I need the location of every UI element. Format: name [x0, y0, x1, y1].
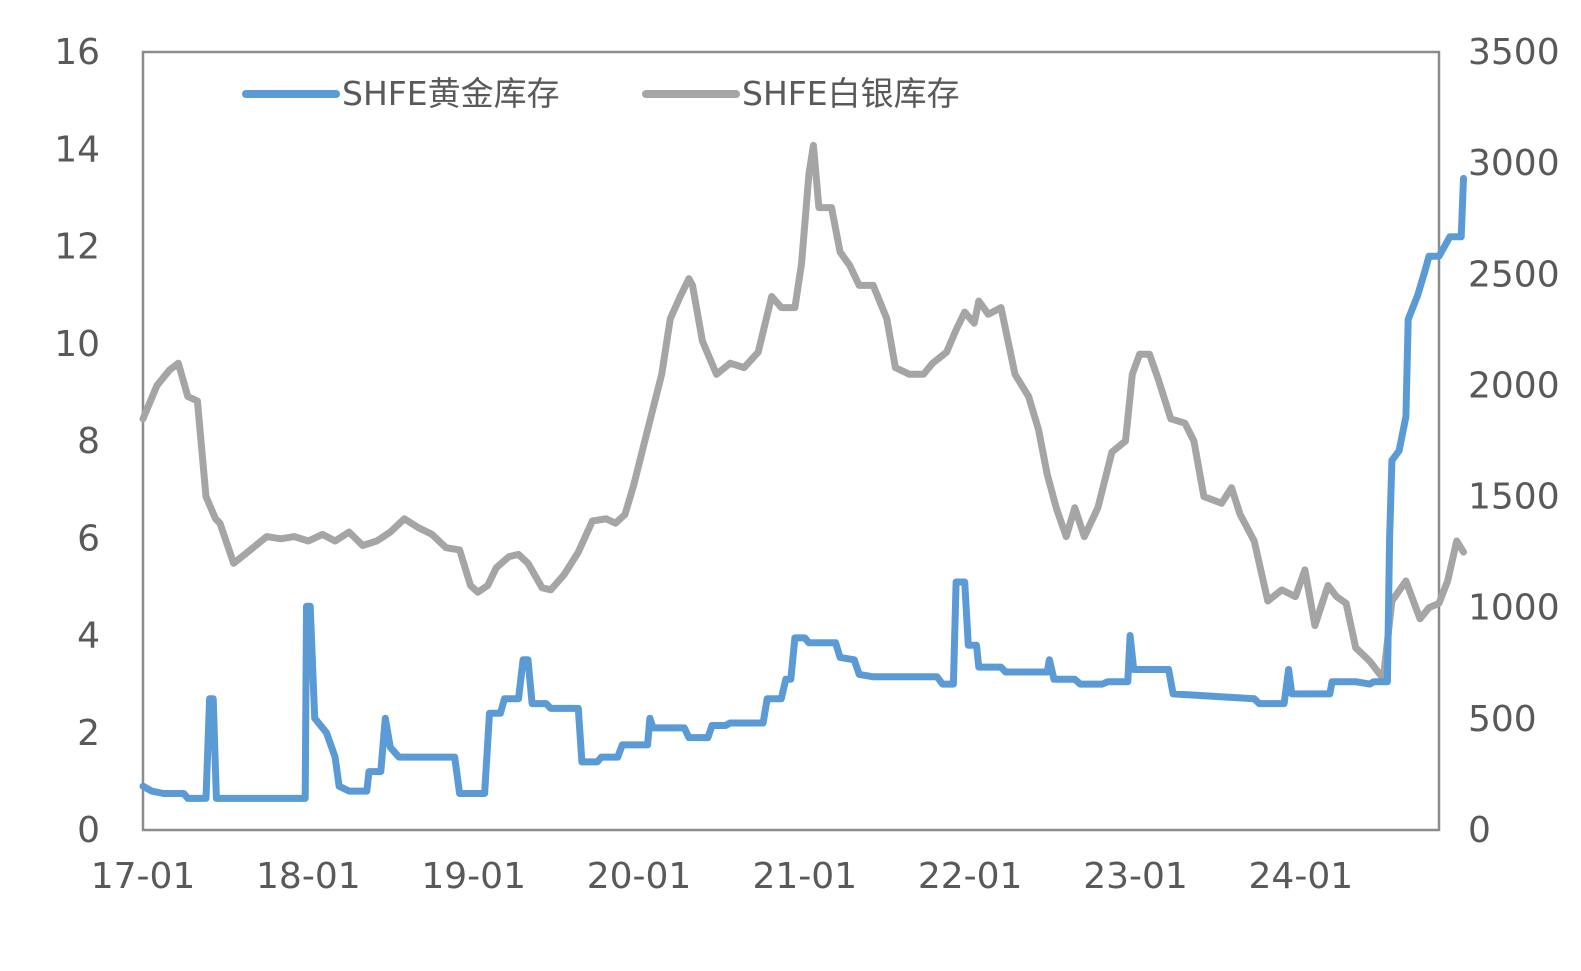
y-right-tick-label: 0 [1468, 810, 1491, 851]
y-left-tick-label: 10 [54, 324, 100, 365]
y-right-tick-label: 3000 [1468, 143, 1560, 184]
legend: SHFE黄金库存 SHFE白银库存 [242, 74, 960, 113]
y-left-tick-label: 8 [77, 421, 100, 462]
legend-item-silver: SHFE白银库存 [642, 74, 960, 113]
y-right-tick-label: 2000 [1468, 365, 1560, 406]
x-tick-label: 24-01 [1249, 856, 1354, 897]
y-left-tick-label: 4 [77, 616, 100, 657]
series-line-gold [139, 174, 1467, 802]
y-right-tick-label: 1500 [1468, 477, 1560, 518]
y-left-tick-label: 14 [54, 129, 100, 170]
left-axis-ticks: 0 2 4 6 8 10 12 14 16 [54, 32, 100, 851]
series-line-silver [139, 141, 1467, 683]
x-tick-label: 20-01 [587, 856, 692, 897]
x-tick-label: 17-01 [91, 856, 196, 897]
y-left-tick-label: 16 [54, 32, 100, 73]
series-layer [139, 141, 1467, 802]
y-left-tick-label: 12 [54, 227, 100, 268]
x-tick-label: 21-01 [753, 856, 858, 897]
legend-label-gold: SHFE黄金库存 [342, 74, 560, 113]
plot-frame [141, 50, 1441, 832]
legend-item-gold: SHFE黄金库存 [242, 74, 560, 113]
y-left-tick-label: 2 [77, 713, 100, 754]
x-axis-ticks: 17-01 18-01 19-01 20-01 21-01 22-01 23-01 24-01 [91, 856, 1353, 897]
y-right-tick-label: 2500 [1468, 254, 1560, 295]
y-right-tick-label: 3500 [1468, 32, 1560, 73]
x-tick-label: 23-01 [1083, 856, 1188, 897]
y-left-tick-label: 6 [77, 518, 100, 559]
right-axis-ticks: 0 500 1000 1500 2000 2500 3000 3500 [1468, 32, 1560, 851]
x-tick-label: 18-01 [256, 856, 361, 897]
y-left-tick-label: 0 [77, 810, 100, 851]
y-right-tick-label: 500 [1468, 699, 1537, 740]
x-tick-label: 19-01 [421, 856, 526, 897]
x-tick-label: 22-01 [918, 856, 1023, 897]
y-right-tick-label: 1000 [1468, 588, 1560, 629]
legend-label-silver: SHFE白银库存 [742, 74, 960, 113]
